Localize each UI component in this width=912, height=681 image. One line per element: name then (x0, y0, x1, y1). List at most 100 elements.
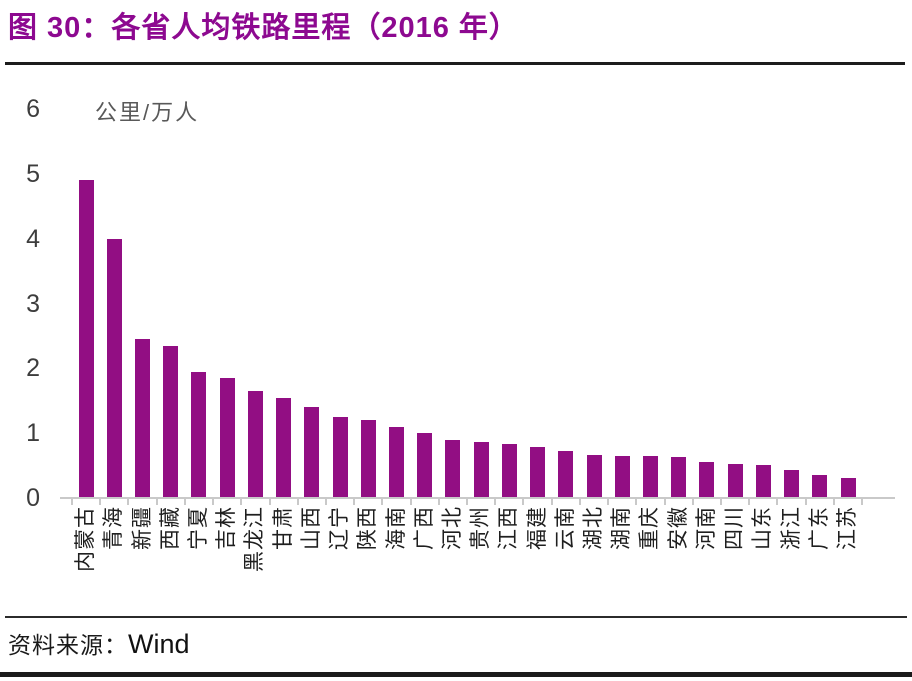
x-label-cell: 四川 (721, 504, 749, 616)
y-tick-label: 4 (26, 224, 40, 253)
y-tick-label: 1 (26, 419, 40, 448)
bar-cell (552, 109, 580, 498)
x-axis-ticks (71, 499, 863, 506)
bar (163, 345, 179, 498)
bar-cell (270, 109, 298, 498)
x-tick-label: 四川 (723, 506, 747, 550)
x-axis-tick (719, 499, 722, 505)
bar (501, 444, 517, 498)
x-label-cell: 云南 (552, 504, 580, 616)
bar (530, 447, 546, 498)
bar-cell (298, 109, 326, 498)
bar (389, 426, 405, 498)
y-tick-label: 5 (26, 159, 40, 188)
bar (755, 464, 771, 498)
x-axis-tick (409, 499, 412, 505)
x-label-cell: 西藏 (157, 504, 185, 616)
x-tick-label: 山西 (299, 506, 323, 550)
x-label-cell: 青海 (100, 504, 128, 616)
x-label-cell: 内蒙古 (72, 504, 100, 616)
bar-cell (580, 109, 608, 498)
x-label-cell: 山东 (749, 504, 777, 616)
x-axis-tick (494, 499, 497, 505)
bar-cell (495, 109, 523, 498)
x-axis-tick (522, 499, 525, 505)
bar-cell (636, 109, 664, 498)
x-label-cell: 河北 (439, 504, 467, 616)
bar (360, 420, 376, 498)
x-axis-tick (861, 499, 863, 505)
bar-cell (354, 109, 382, 498)
x-label-cell: 贵州 (467, 504, 495, 616)
x-tick-label: 吉林 (215, 506, 239, 550)
y-tick-label: 3 (26, 289, 40, 318)
x-axis-tick (578, 499, 581, 505)
bar (614, 455, 630, 498)
x-label-cell: 辽宁 (326, 504, 354, 616)
bar (784, 470, 800, 498)
x-axis-line (60, 497, 895, 499)
x-tick-label: 内蒙古 (74, 506, 98, 572)
bar (106, 238, 122, 498)
bar (78, 180, 94, 498)
x-axis-tick (804, 499, 807, 505)
x-tick-label: 海南 (384, 506, 408, 550)
x-tick-label: 广东 (807, 506, 831, 550)
x-tick-label: 河南 (694, 506, 718, 550)
y-tick-label: 2 (26, 354, 40, 383)
bar-cell (128, 109, 156, 498)
x-label-cell: 河南 (693, 504, 721, 616)
footer-divider (5, 616, 907, 618)
x-tick-label: 浙江 (779, 506, 803, 550)
x-axis-tick (240, 499, 243, 505)
x-axis-tick (663, 499, 666, 505)
x-label-cell: 山西 (298, 504, 326, 616)
bar-cell (777, 109, 805, 498)
bar-cell (213, 109, 241, 498)
x-tick-label: 安徽 (666, 506, 690, 550)
bar-cell (185, 109, 213, 498)
bar-cell (411, 109, 439, 498)
bar-cell (665, 109, 693, 498)
bar-cell (608, 109, 636, 498)
y-axis-unit-label: 公里/万人 (95, 100, 200, 125)
bottom-border (0, 672, 912, 677)
source-label: 资料来源： (8, 632, 128, 658)
x-axis-tick (324, 499, 327, 505)
bar-cell (72, 109, 100, 498)
y-tick-label: 6 (26, 95, 40, 123)
bar-cell (806, 109, 834, 498)
x-tick-label: 甘肃 (271, 506, 295, 550)
bar-cell (749, 109, 777, 498)
x-tick-label: 山东 (751, 506, 775, 550)
bar (445, 439, 461, 498)
source-value: Wind (128, 629, 190, 659)
x-axis-tick (99, 499, 102, 505)
x-label-cell: 湖北 (580, 504, 608, 616)
x-axis-tick (353, 499, 356, 505)
x-label-cell: 吉林 (213, 504, 241, 616)
x-axis-tick (607, 499, 610, 505)
bar (727, 463, 743, 498)
x-tick-label: 湖南 (610, 506, 634, 550)
x-tick-label: 辽宁 (328, 506, 352, 550)
x-tick-label: 贵州 (469, 506, 493, 550)
y-axis: 0 1 2 3 4 5 6 (0, 0, 44, 540)
x-axis-tick (127, 499, 130, 505)
x-tick-label: 新疆 (130, 506, 154, 550)
bar (642, 455, 658, 498)
x-tick-label: 陕西 (356, 506, 380, 550)
x-label-cell: 浙江 (777, 504, 805, 616)
x-tick-label: 河北 (440, 506, 464, 550)
x-label-cell: 安徽 (665, 504, 693, 616)
x-tick-label: 宁夏 (186, 506, 210, 550)
bar-cell (834, 109, 862, 498)
title-divider (5, 62, 905, 65)
bar (135, 339, 151, 498)
x-tick-label: 黑龙江 (243, 506, 267, 572)
bar (586, 454, 602, 498)
bar-cell (721, 109, 749, 498)
x-tick-label: 湖北 (582, 506, 606, 550)
x-axis-tick (832, 499, 835, 505)
x-label-cell: 广西 (411, 504, 439, 616)
